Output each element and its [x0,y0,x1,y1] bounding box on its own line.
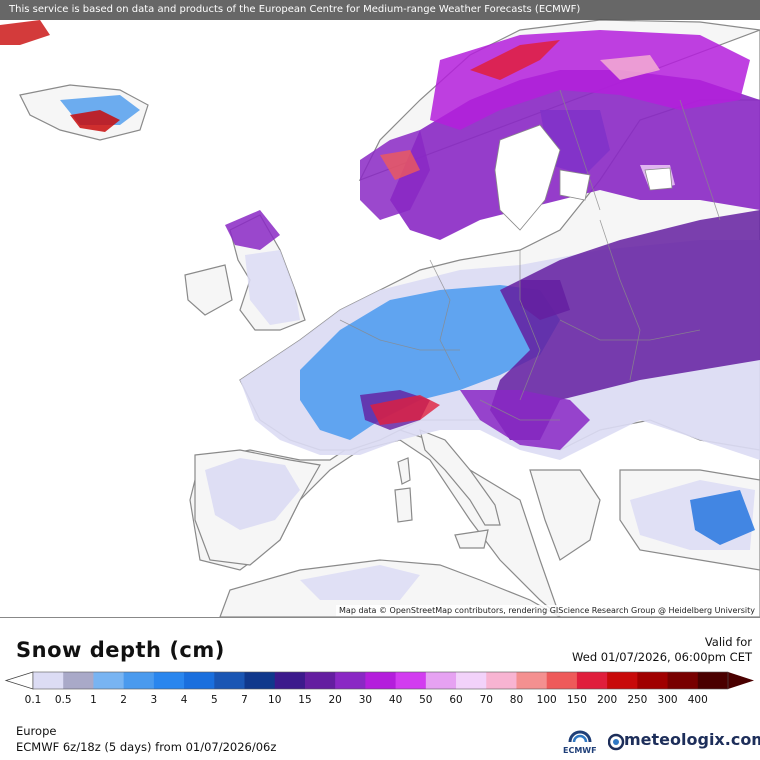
legend-swatch [516,672,548,689]
valid-label: Valid for [704,635,752,649]
legend-tick-label: 2 [120,694,127,706]
legend-tick-label: 0.5 [55,694,72,706]
model-run-info: ECMWF 6z/18z (5 days) from 01/07/2026/06… [16,740,277,754]
legend-swatch [576,672,608,689]
map-attribution[interactable]: Map data © OpenStreetMap contributors, r… [336,605,758,616]
legend-tick-label: 1 [90,694,97,706]
legend-swatch [365,672,397,689]
legend-tick-label: 250 [627,694,647,706]
legend-swatch [153,672,185,689]
legend-tick-label: 5 [211,694,218,706]
legend-swatch [184,672,215,689]
legend-tick-label: 30 [359,694,372,706]
legend-swatch [607,672,638,689]
legend-arrow-high [728,672,754,689]
legend-tick-label: 150 [567,694,587,706]
legend-arrow-low [4,671,34,690]
ecmwf-logo-text: ECMWF [563,746,597,755]
legend-swatch [697,672,729,689]
legend-swatch [93,672,125,689]
ecmwf-logo-graphic [568,730,592,743]
legend-swatch [425,672,457,689]
legend-swatch [304,672,336,689]
legend-outline [32,671,729,690]
legend-swatch [456,672,487,689]
legend-tick-label: 10 [268,694,281,706]
legend-swatch [395,672,427,689]
region-label: Europe [16,724,57,738]
legend-swatch [214,672,246,689]
snow-depth-map[interactable]: This service is based on data and produc… [0,0,760,618]
map-title: Snow depth (cm) [16,638,225,662]
legend-swatch [667,672,699,689]
legend-tick-label: 50 [419,694,432,706]
legend-tick-label: 70 [480,694,493,706]
legend-tick-label: 15 [298,694,311,706]
legend-tick-label: 400 [688,694,708,706]
legend-swatch [486,672,517,689]
legend-tick-label: 3 [151,694,158,706]
meteologix-logo-graphic [608,733,625,751]
map-graphic [0,19,760,617]
legend-swatch [63,672,94,689]
legend-tick-label: 0.1 [25,694,42,706]
legend-colorbar: 0.1 0.5 1 2 3 4 5 7 10 15 20 30 40 50 60 70 80 100 150 200 2… [4,671,754,706]
legend-tick-label: 40 [389,694,402,706]
legend-tick-label: 200 [597,694,617,706]
legend-swatch [546,672,578,689]
ecmwf-notice-banner: This service is based on data and produc… [0,0,760,20]
legend-swatch [244,672,276,689]
legend-swatch [274,672,306,689]
legend-tick-label: 4 [181,694,188,706]
legend-swatch [33,672,64,689]
legend-swatch [335,672,366,689]
meteologix-logo-text: meteologix.com [624,730,760,749]
legend-tick-label: 100 [537,694,557,706]
snow-depth-legend: 0.1 0.5 1 2 3 4 5 7 10 15 20 30 40 50 60 70 80 100 150 200 2… [0,670,760,716]
legend-tick-label: 300 [658,694,678,706]
legend-swatch [637,672,669,689]
legend-tick-label: 20 [328,694,341,706]
legend-tick-label: 80 [510,694,523,706]
valid-time: Wed 01/07/2026, 06:00pm CET [572,650,752,664]
legend-tick-label: 7 [241,694,248,706]
valid-time-block: Valid for Wed 01/07/2026, 06:00pm CET [572,635,752,665]
legend-swatch [123,672,155,689]
legend-tick-label: 60 [449,694,462,706]
